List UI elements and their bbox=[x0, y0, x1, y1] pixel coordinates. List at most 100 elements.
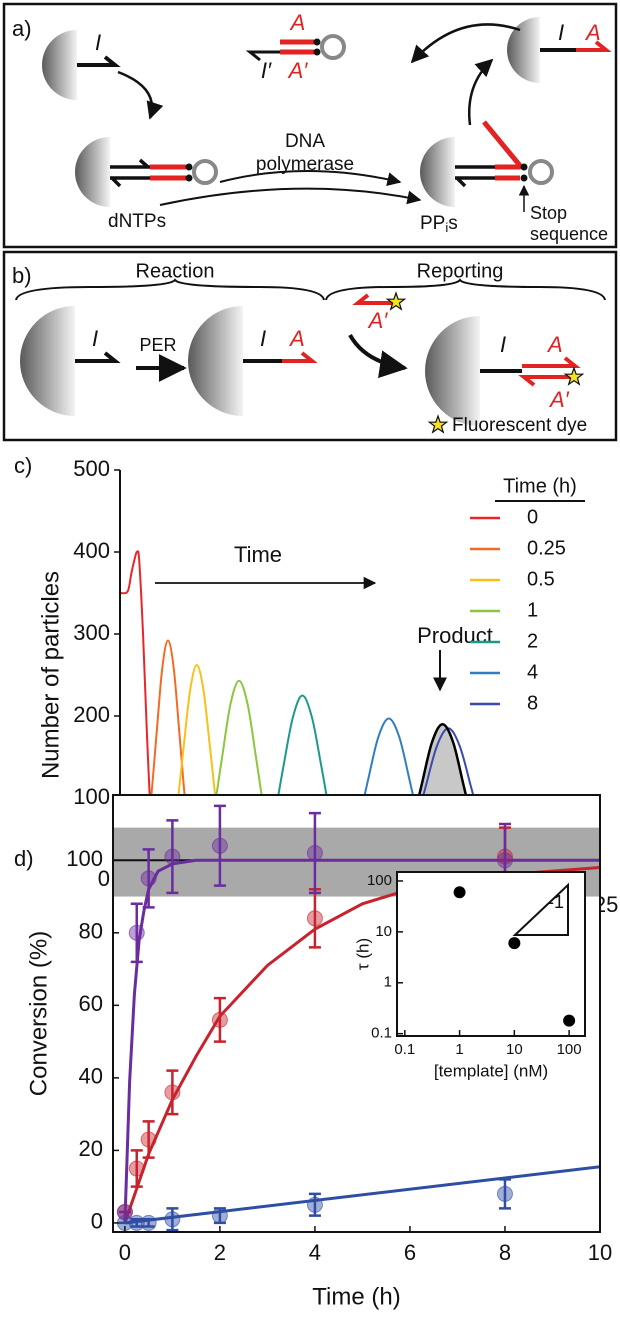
plot-frame bbox=[112, 794, 601, 1233]
strand-label: I′ bbox=[261, 58, 272, 83]
data-point bbox=[306, 845, 323, 862]
data-point bbox=[128, 1160, 145, 1177]
bead bbox=[75, 137, 110, 207]
panel-b: b) Reaction Reporting I PER I A A′ I A A… bbox=[2, 250, 618, 442]
y-tick-label: 40 bbox=[79, 1064, 103, 1089]
x-tick-label: 6 bbox=[404, 1240, 416, 1265]
data-point bbox=[140, 1214, 157, 1231]
legend-label: 4 bbox=[527, 661, 538, 683]
strand-label: A bbox=[288, 326, 305, 351]
annotation: -1 bbox=[548, 892, 564, 912]
plot-frame bbox=[396, 871, 586, 1037]
y-tick-label: 0 bbox=[91, 1209, 103, 1234]
stop bbox=[313, 38, 321, 46]
legend-label: 0.25 bbox=[527, 537, 566, 559]
axes bbox=[396, 871, 586, 1037]
strand bbox=[75, 351, 121, 363]
note-part: PP bbox=[420, 213, 445, 234]
y-tick-label: 200 bbox=[73, 702, 110, 727]
annotation: Product bbox=[417, 623, 493, 648]
error-bar bbox=[142, 1218, 155, 1228]
panel-frame bbox=[2, 250, 618, 442]
legend-label: 2 bbox=[527, 630, 538, 652]
y-tick-label: 1 bbox=[384, 974, 392, 991]
dye-key bbox=[428, 415, 448, 433]
error-bar bbox=[142, 1120, 155, 1159]
data-point bbox=[116, 1204, 133, 1221]
data-point bbox=[164, 848, 181, 865]
strand bbox=[282, 351, 318, 363]
x-axis-title: Time (h) bbox=[312, 1283, 400, 1310]
data-point bbox=[211, 1011, 228, 1028]
y-tick-label: 0.1 bbox=[371, 1025, 392, 1042]
stop bbox=[520, 163, 528, 171]
x-tick-label: 10 bbox=[506, 1041, 523, 1058]
panel-label: d) bbox=[14, 846, 34, 871]
y-tick-label: 20 bbox=[79, 1136, 103, 1161]
panel-label: a) bbox=[12, 16, 32, 41]
axes bbox=[112, 794, 601, 1233]
panel-label: b) bbox=[12, 263, 32, 288]
bead bbox=[425, 316, 480, 426]
strand bbox=[518, 356, 581, 387]
data-point bbox=[453, 886, 466, 899]
data-point bbox=[140, 870, 157, 887]
data-point bbox=[164, 1211, 181, 1228]
strand-label: A′ bbox=[548, 387, 570, 412]
x-tick-label: 2 bbox=[214, 1240, 226, 1265]
step-label: PER bbox=[139, 335, 176, 355]
arrow bbox=[468, 58, 494, 126]
y-tick-label: 10 bbox=[375, 923, 392, 940]
stage-label: Reaction bbox=[136, 260, 215, 282]
x-tick-label: 10 bbox=[588, 1240, 612, 1265]
legend-label: 0 bbox=[527, 506, 538, 528]
y-tick-label: 100 bbox=[367, 872, 392, 889]
note: DNA bbox=[285, 131, 325, 152]
strand-label: I bbox=[95, 30, 101, 55]
panel-frame bbox=[2, 2, 618, 249]
legend-label: 8 bbox=[527, 692, 538, 714]
note: Stop bbox=[530, 203, 567, 223]
strand bbox=[352, 293, 394, 305]
data-point bbox=[164, 1084, 181, 1101]
strand-label: I bbox=[260, 326, 266, 351]
stop bbox=[313, 48, 321, 56]
strand-label: I bbox=[500, 332, 506, 357]
error-bar bbox=[130, 1218, 143, 1228]
bead bbox=[507, 17, 540, 83]
x-axis-title: [template] (nM) bbox=[434, 1061, 548, 1080]
stop bbox=[185, 174, 193, 182]
data-point bbox=[496, 852, 513, 869]
y-tick-label: 100 bbox=[66, 846, 103, 871]
bead bbox=[42, 30, 77, 100]
strand-label: A bbox=[289, 10, 306, 35]
brace bbox=[15, 278, 325, 301]
strand bbox=[455, 165, 495, 188]
strand-label: A bbox=[584, 20, 601, 45]
data-point bbox=[128, 1214, 145, 1231]
error-bar bbox=[130, 1149, 143, 1188]
legend-label: 1 bbox=[527, 599, 538, 621]
strand-label: I bbox=[92, 326, 98, 351]
fit-line bbox=[124, 1165, 601, 1225]
charts: 02550751001250100200300400500Fluorescenc… bbox=[14, 453, 618, 1311]
legend-title: Time (h) bbox=[503, 475, 577, 497]
strand bbox=[110, 158, 150, 188]
data-point bbox=[211, 1207, 228, 1224]
note-part: s bbox=[448, 213, 458, 234]
legend-label: 0.5 bbox=[527, 568, 555, 590]
panel-a: a) I A A′ I′ I A Stop sequence DNA polym… bbox=[2, 2, 618, 249]
y-tick-label: 60 bbox=[79, 991, 103, 1016]
bead bbox=[188, 306, 243, 416]
strand-label: A′ bbox=[367, 308, 389, 333]
strand bbox=[150, 164, 186, 181]
strand bbox=[576, 40, 612, 52]
loop bbox=[192, 159, 218, 185]
x-tick-label: 0 bbox=[119, 1240, 131, 1265]
note: dNTPs bbox=[108, 211, 166, 232]
stop bbox=[185, 163, 193, 171]
y-tick-label: 80 bbox=[79, 919, 103, 944]
fit-line bbox=[123, 858, 600, 1223]
strand-label: I bbox=[558, 20, 564, 45]
